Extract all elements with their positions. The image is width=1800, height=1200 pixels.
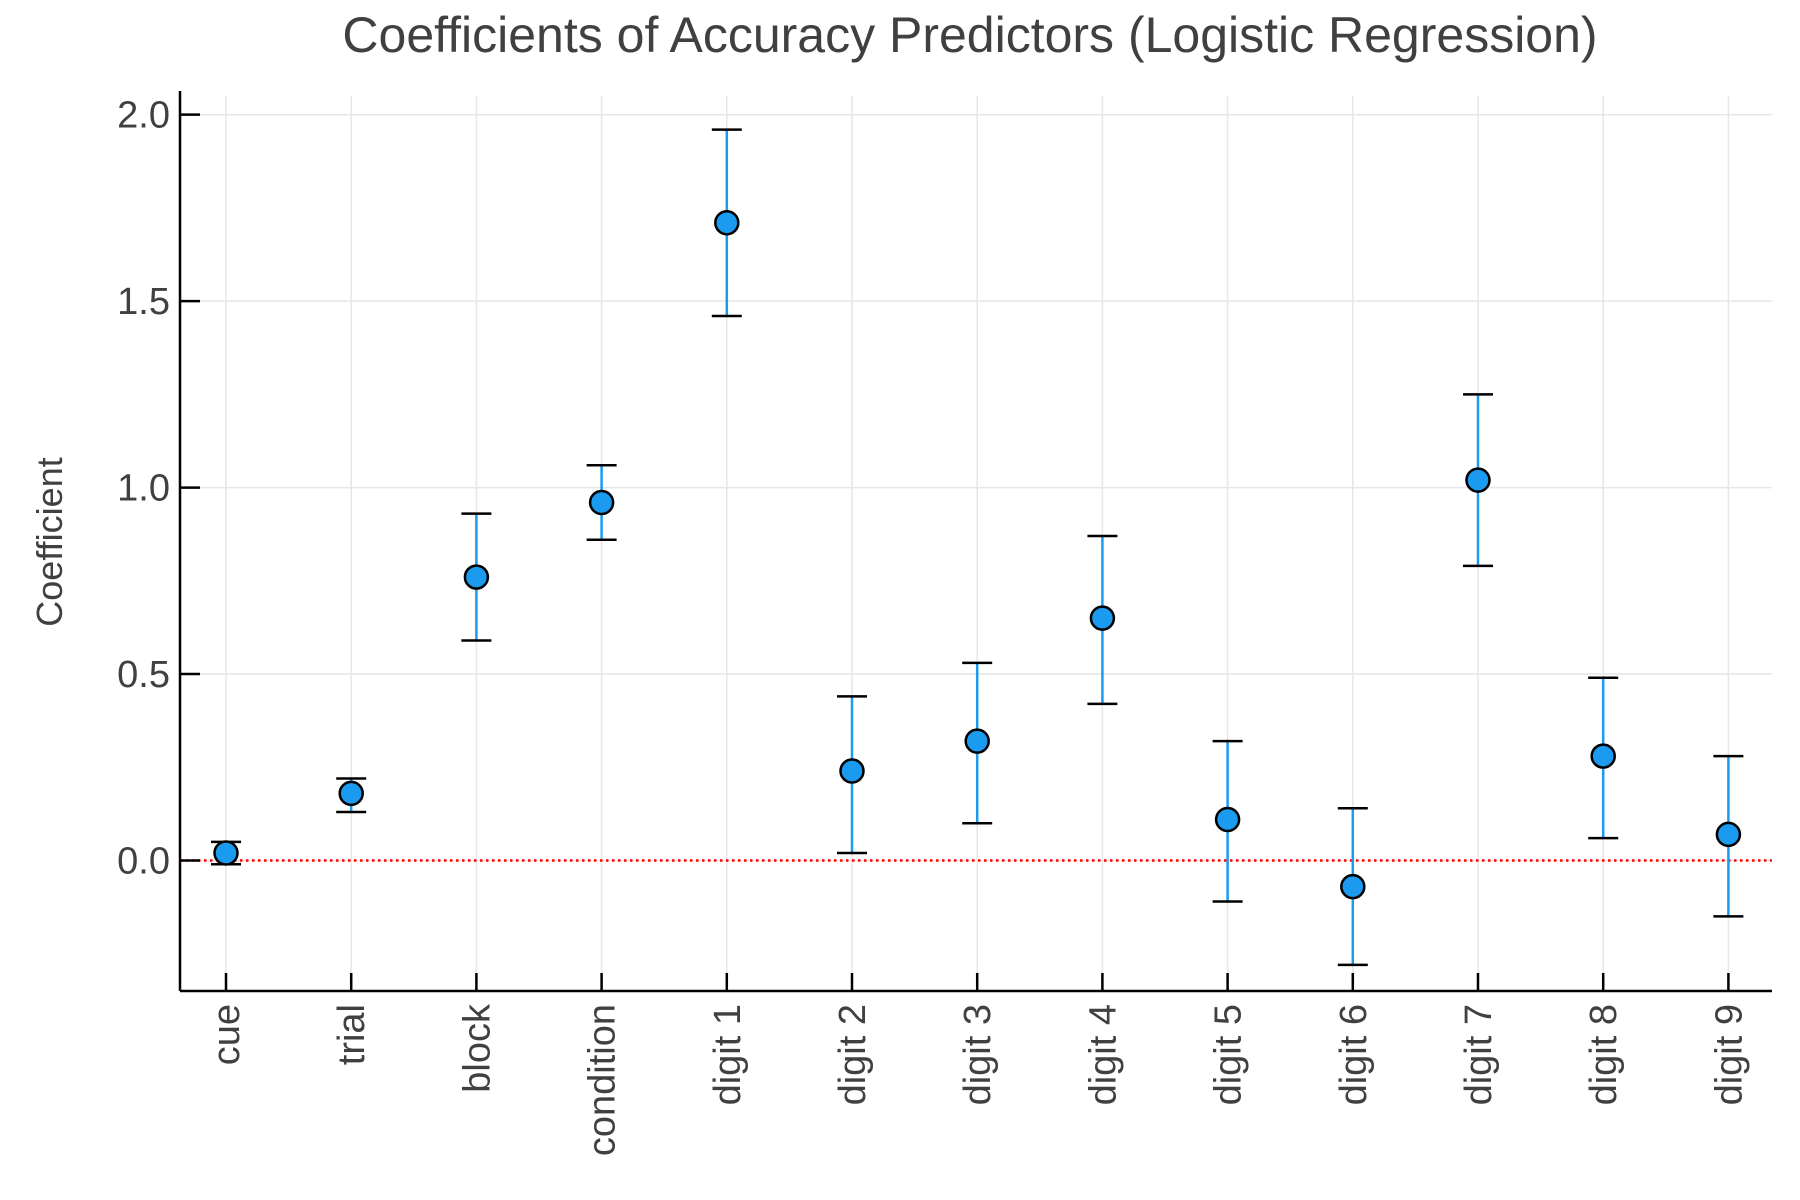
x-tick-label-11: digit 8 bbox=[1583, 1004, 1625, 1105]
data-point-7 bbox=[1089, 605, 1116, 631]
x-tick-label-3: condition bbox=[582, 1004, 624, 1156]
data-point-9 bbox=[1340, 873, 1366, 900]
x-tick-label-5: digit 2 bbox=[832, 1004, 874, 1105]
data-points bbox=[213, 210, 1742, 900]
data-point-8 bbox=[1214, 806, 1241, 833]
data-point-11 bbox=[1590, 743, 1616, 769]
data-point-1 bbox=[338, 780, 364, 807]
data-point-5 bbox=[839, 758, 865, 784]
chart-title: Coefficients of Accuracy Predictors (Log… bbox=[342, 7, 1597, 63]
data-point-0 bbox=[213, 840, 239, 866]
y-tick-label-3: 1.5 bbox=[117, 281, 170, 323]
x-tick-label-8: digit 5 bbox=[1208, 1004, 1250, 1105]
x-tick-label-7: digit 4 bbox=[1082, 1004, 1124, 1105]
data-point-10 bbox=[1465, 467, 1491, 493]
y-ticks: 0.0 0.5 1.0 1.5 2.0 bbox=[117, 95, 200, 882]
x-tick-label-10: digit 7 bbox=[1458, 1004, 1500, 1105]
data-point-3 bbox=[588, 489, 615, 516]
data-point-4 bbox=[714, 210, 740, 236]
x-tick-label-4: digit 1 bbox=[707, 1004, 749, 1105]
grid bbox=[180, 96, 1772, 991]
axes bbox=[178, 91, 1772, 993]
x-tick-label-2: block bbox=[456, 1003, 498, 1093]
y-tick-label-0: 0.0 bbox=[117, 840, 170, 882]
x-tick-label-12: digit 9 bbox=[1708, 1004, 1750, 1105]
x-tick-label-6: digit 3 bbox=[957, 1004, 999, 1105]
x-tick-label-0: cue bbox=[206, 1004, 248, 1065]
y-tick-label-4: 2.0 bbox=[117, 95, 170, 137]
x-tick-label-9: digit 6 bbox=[1333, 1004, 1375, 1105]
y-tick-label-2: 1.0 bbox=[117, 468, 170, 510]
y-axis-label: Coefficient bbox=[29, 457, 70, 626]
data-point-6 bbox=[964, 728, 990, 754]
y-tick-label-1: 0.5 bbox=[117, 654, 170, 696]
data-point-12 bbox=[1715, 821, 1742, 848]
x-ticks: cue trial block condition digit 1 digit 2 digi… bbox=[206, 973, 1750, 1156]
data-point-2 bbox=[463, 564, 490, 590]
x-tick-label-1: trial bbox=[331, 1004, 373, 1065]
